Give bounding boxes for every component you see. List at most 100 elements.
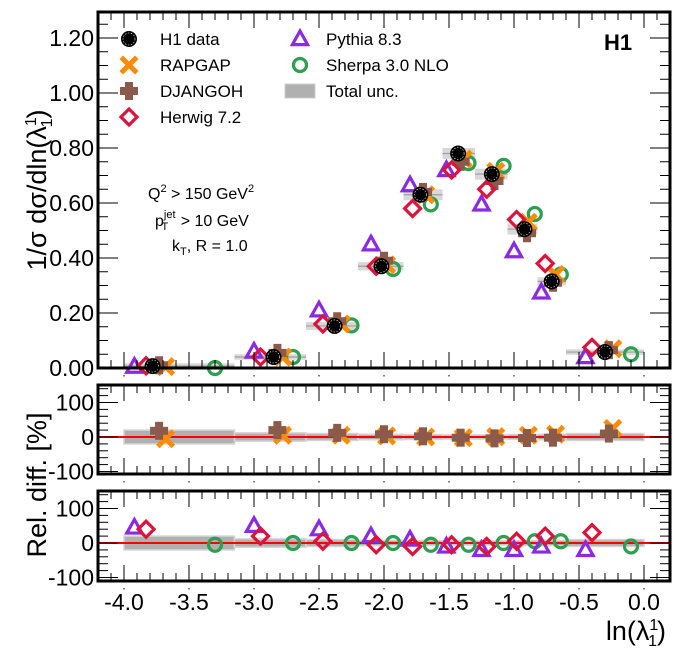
- ratio-panel-2: [98, 514, 670, 558]
- data-point-pythia-8-3: [575, 345, 596, 365]
- ratio-point-herwig-7-2: [250, 525, 271, 547]
- data-point-h1-data: [326, 317, 343, 334]
- x-tick-dot: [643, 481, 645, 483]
- ratio-point-sherpa-3-0-nlo: [552, 533, 569, 550]
- data-point-h1-data: [597, 344, 613, 361]
- legend-label: DJANGOH: [160, 82, 243, 101]
- y-axis-title-ratio: Rel. diff. [%]: [22, 412, 52, 557]
- x-tick-label: -1.5: [429, 589, 469, 615]
- annotation-q2: Q2 > 150 GeV2: [148, 183, 254, 203]
- x-tick-dot: [383, 375, 385, 377]
- data-point-sherpa-3-0-nlo: [495, 157, 512, 174]
- ratio-point-sherpa-3-0-nlo: [343, 534, 360, 552]
- x-tick-dot: [513, 588, 515, 590]
- legend-label: H1 data: [160, 30, 220, 49]
- x-tick-dot: [448, 481, 450, 483]
- data-point-h1-data: [265, 349, 282, 365]
- data-point-h1-data: [483, 166, 500, 183]
- data-point-h1-data: [373, 258, 390, 275]
- y-tick-label: 1.20: [49, 25, 94, 51]
- legend-label: Herwig 7.2: [160, 108, 241, 127]
- ratio-point-djangoh: [268, 421, 287, 440]
- ratio-axes-2: -100 0 100 -4.0 -3.5 -3.0 -2.5 -2.0 -1.5 -1.0 -0.5…: [48, 489, 672, 615]
- y-axis-title-main: 1/σ dσ/dln(λ11): [22, 109, 56, 270]
- x-tick-dot: [123, 588, 125, 590]
- ratio-point-herwig-7-2: [402, 536, 423, 557]
- x-tick-dot: [253, 588, 255, 590]
- ratio-point-djangoh: [485, 429, 504, 448]
- svg-text:1/σ dσ/dln(λ11): 1/σ dσ/dln(λ11): [22, 109, 56, 270]
- data-point-pythia-8-3: [471, 193, 492, 212]
- data-point-pythia-8-3: [360, 232, 382, 252]
- legend-marker: [118, 106, 140, 128]
- ratio-point-pythia-8-3: [575, 538, 596, 558]
- legend-marker: [291, 56, 309, 74]
- ratio-point-herwig-7-2: [312, 531, 334, 552]
- x-tick-dot: [448, 588, 450, 590]
- y-tick-label: 0.00: [49, 355, 94, 381]
- data-point-pythia-8-3: [399, 173, 421, 193]
- x-tick-label: -3.5: [169, 589, 209, 615]
- x-tick-dot: [253, 481, 255, 483]
- y-tick-label: 0.80: [49, 135, 94, 161]
- plot-frame: [96, 10, 672, 370]
- ratio-point-pythia-8-3: [308, 517, 330, 537]
- y-tick-label: -100: [48, 459, 94, 485]
- ratio-point-herwig-7-2: [135, 518, 157, 540]
- data-point-sherpa-3-0-nlo: [526, 205, 543, 223]
- x-tick-dot: [643, 375, 645, 377]
- x-tick-dot: [253, 375, 255, 377]
- y-tick-label: 0.40: [49, 245, 94, 271]
- annotation-kt: kT, R = 1.0: [172, 238, 248, 258]
- legend-label: Pythia 8.3: [326, 30, 402, 49]
- data-point-djangoh: [451, 152, 470, 171]
- legend-marker: [289, 27, 311, 47]
- ratio-point-sherpa-3-0-nlo: [206, 536, 224, 553]
- ratio-point-djangoh: [451, 428, 470, 447]
- y-tick-label: 0: [81, 530, 94, 556]
- x-tick-dot: [578, 375, 580, 377]
- ratio-point-herwig-7-2: [441, 534, 462, 555]
- ratio-point-pythia-8-3: [124, 516, 145, 535]
- ratio-point-djangoh: [544, 428, 562, 447]
- data-point-pythia-8-3: [503, 239, 525, 259]
- ratio-point-herwig-7-2: [534, 525, 556, 547]
- data-point-herwig-7-2: [402, 198, 423, 219]
- y-tick-label: 0: [81, 424, 94, 450]
- legend-marker: [121, 31, 137, 47]
- ratio-point-pythia-8-3: [471, 538, 492, 558]
- ratio-panel-1: [98, 418, 670, 449]
- ratio-point-herwig-7-2: [581, 522, 603, 543]
- annotation-pt: pjet T > 10 GeV: [155, 209, 249, 233]
- y-tick-label: 100: [56, 390, 94, 416]
- x-tick-dot: [318, 588, 320, 590]
- main-axes: 0.00 0.20 0.40 0.60 0.80 1.00 1.20: [49, 10, 672, 381]
- x-tick-label: -4.0: [104, 589, 144, 615]
- y-tick-label: 0.20: [49, 300, 94, 326]
- x-tick-dot: [188, 481, 190, 483]
- plot-frame: [96, 383, 672, 476]
- main-panel: [124, 145, 644, 377]
- x-tick-dot: [123, 375, 125, 377]
- legend-label: Total unc.: [326, 82, 399, 101]
- x-tick-dot: [188, 375, 190, 377]
- legend-label: Sherpa 3.0 NLO: [326, 56, 449, 75]
- x-tick-dot: [383, 588, 385, 590]
- y-tick-label: 100: [56, 496, 94, 522]
- ratio-point-sherpa-3-0-nlo: [622, 538, 640, 555]
- ratio-point-djangoh: [599, 424, 618, 443]
- ratio-point-sherpa-3-0-nlo: [284, 534, 302, 552]
- ratio-point-sherpa-3-0-nlo: [385, 534, 402, 552]
- x-tick-dot: [578, 481, 580, 483]
- legend-marker: [284, 83, 316, 99]
- x-tick-dot: [188, 588, 190, 590]
- ratio-point-herwig-7-2: [476, 536, 497, 557]
- x-tick-dot: [643, 588, 645, 590]
- x-tick-dot: [578, 588, 580, 590]
- data-point-herwig-7-2: [581, 337, 603, 358]
- ratio-point-djangoh: [518, 429, 536, 448]
- x-axis-title: ln(λ1 1): [606, 616, 666, 650]
- data-point-herwig-7-2: [441, 159, 462, 181]
- data-point-h1-data: [450, 145, 467, 162]
